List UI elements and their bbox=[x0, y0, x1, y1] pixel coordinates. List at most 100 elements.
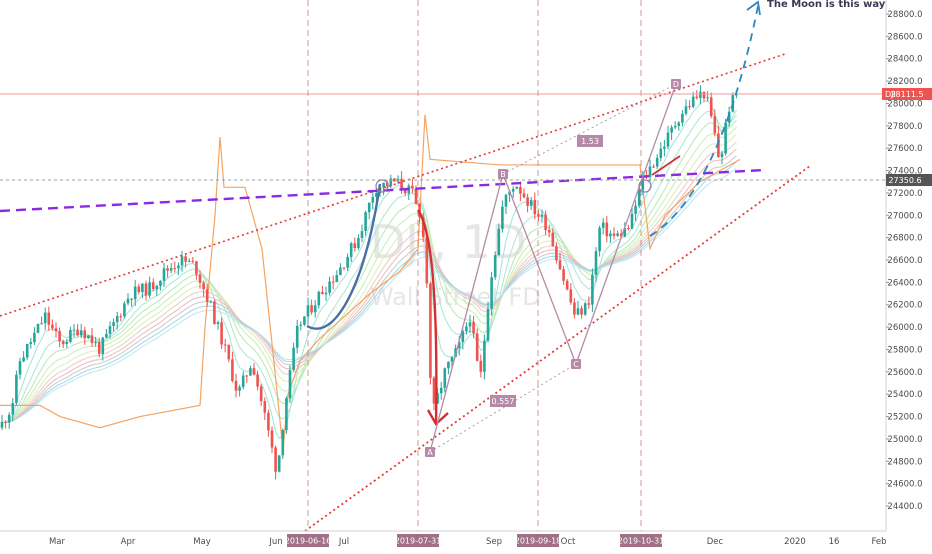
candle-body bbox=[699, 91, 702, 98]
candle bbox=[324, 286, 328, 301]
candle-body bbox=[515, 186, 519, 189]
candle-body bbox=[472, 322, 475, 334]
candle bbox=[425, 236, 429, 288]
candle-body bbox=[58, 331, 61, 342]
candle bbox=[277, 455, 281, 473]
crosshair-price-value: 27350.6 bbox=[888, 176, 921, 185]
ribbon-line bbox=[1, 126, 737, 423]
candle-body bbox=[508, 191, 511, 195]
last-price-tag-bg bbox=[882, 88, 932, 100]
date-tag-bg bbox=[397, 534, 439, 547]
candle-body bbox=[148, 282, 151, 296]
candle-body bbox=[609, 233, 612, 237]
candle bbox=[231, 351, 234, 383]
candle bbox=[220, 317, 223, 349]
candle-body bbox=[706, 97, 709, 99]
candle-body bbox=[519, 186, 522, 194]
candle bbox=[238, 384, 241, 397]
candle bbox=[576, 301, 580, 316]
crosshair-price-bg bbox=[886, 174, 932, 186]
drawing-tools[interactable]: A B C D 1.53 0.557 The Moon is this way! 🤪 bbox=[0, 0, 906, 532]
last-price-symbol: DJI bbox=[885, 90, 896, 99]
price-tick-label: 26000.0 bbox=[887, 323, 922, 333]
candle bbox=[515, 186, 519, 189]
candle bbox=[702, 91, 706, 102]
candle-body bbox=[346, 256, 349, 268]
candle bbox=[357, 234, 360, 251]
candle bbox=[105, 328, 108, 339]
price-tick-label: 24400.0 bbox=[887, 502, 922, 512]
candle-body bbox=[497, 229, 501, 256]
candlestick-series bbox=[0, 85, 738, 480]
candle bbox=[54, 322, 58, 338]
candle bbox=[706, 91, 709, 102]
time-tick-label: 16 bbox=[829, 537, 840, 547]
candle-body bbox=[15, 374, 18, 404]
candle bbox=[285, 396, 288, 434]
candle-body bbox=[501, 206, 504, 230]
candle-body bbox=[274, 447, 277, 472]
candle-body bbox=[443, 368, 447, 388]
candle-body bbox=[79, 330, 83, 336]
candle bbox=[436, 388, 439, 404]
candle-body bbox=[375, 193, 378, 197]
candle-body bbox=[123, 303, 126, 317]
candle bbox=[184, 254, 187, 268]
candle-body bbox=[677, 122, 681, 126]
candle bbox=[4, 420, 7, 429]
candle bbox=[497, 223, 501, 256]
candle-body bbox=[159, 280, 162, 286]
candle-body bbox=[184, 256, 187, 262]
candle bbox=[681, 110, 684, 127]
pattern-point-box bbox=[425, 447, 435, 457]
candle bbox=[234, 373, 238, 398]
candle bbox=[594, 247, 598, 282]
candle-body bbox=[245, 375, 249, 377]
candle-body bbox=[371, 196, 375, 203]
candle bbox=[555, 242, 558, 264]
time-tick-label: 2020 bbox=[784, 537, 806, 547]
candle-body bbox=[684, 106, 688, 114]
candle bbox=[670, 125, 673, 141]
candle-body bbox=[288, 370, 292, 399]
candle bbox=[479, 354, 483, 378]
candle bbox=[130, 297, 133, 307]
candle-body bbox=[450, 357, 454, 362]
candle bbox=[609, 230, 612, 243]
price-tick-label: 28000.0 bbox=[887, 99, 922, 109]
candle-body bbox=[47, 312, 51, 325]
candle-body bbox=[180, 256, 184, 266]
date-tag-label: 2019-10-31 bbox=[618, 537, 665, 546]
candle bbox=[144, 280, 148, 301]
pattern-point-box bbox=[571, 359, 581, 369]
candle bbox=[267, 409, 270, 437]
candle bbox=[306, 297, 310, 324]
time-tick-label: Jun bbox=[268, 537, 282, 547]
ribbon-line bbox=[1, 167, 737, 423]
candle-body bbox=[475, 333, 479, 361]
candle bbox=[310, 299, 313, 315]
candle-body bbox=[447, 361, 450, 369]
candle-body bbox=[51, 324, 54, 329]
candle bbox=[51, 319, 54, 331]
time-tick-label: Apr bbox=[121, 537, 136, 547]
ribbon-line bbox=[1, 99, 737, 440]
candle-body bbox=[537, 214, 540, 217]
candle-body bbox=[155, 285, 159, 290]
candle-body bbox=[357, 238, 360, 248]
candle bbox=[213, 299, 216, 325]
candle bbox=[141, 283, 144, 299]
candle-body bbox=[659, 148, 663, 158]
candle bbox=[259, 384, 263, 407]
date-tag-bg bbox=[287, 534, 329, 547]
candle-body bbox=[641, 176, 645, 191]
candle bbox=[573, 298, 576, 319]
pattern-point-box bbox=[498, 169, 508, 179]
candle-body bbox=[457, 341, 461, 349]
candle bbox=[58, 327, 61, 348]
candle-body bbox=[7, 414, 11, 423]
candle bbox=[382, 182, 385, 196]
candle-body bbox=[263, 401, 267, 413]
